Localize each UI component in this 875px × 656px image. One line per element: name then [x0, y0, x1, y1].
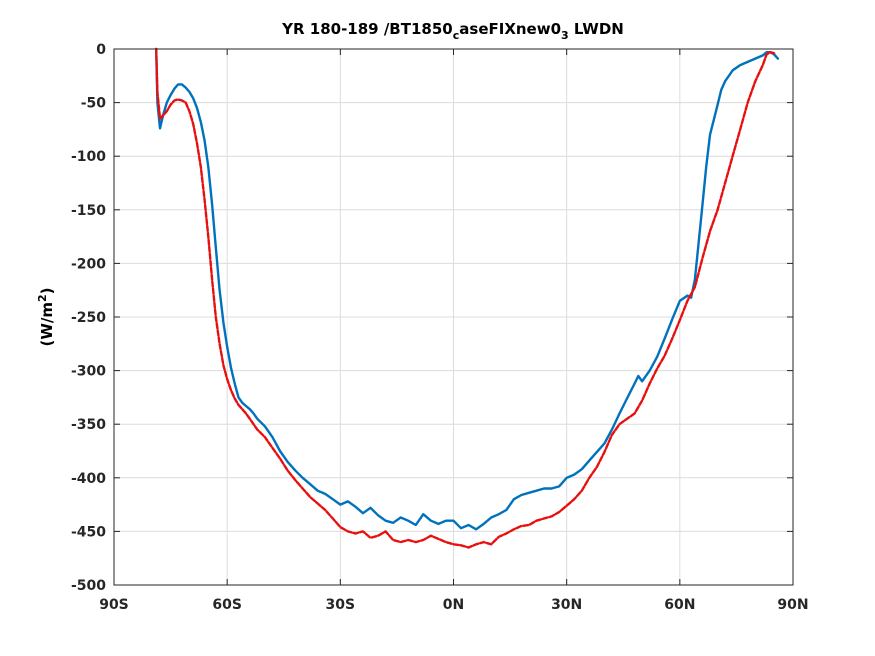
y-axis-label-base: (W/m — [38, 302, 56, 347]
y-tick-label: -350 — [71, 417, 106, 433]
x-tick-label: 30S — [326, 597, 356, 613]
title-part-2: aseFIXnew0 — [459, 20, 561, 38]
y-axis-label-superscript: 2 — [36, 294, 49, 302]
x-tick-label: 90N — [777, 597, 808, 613]
series-line-1 — [154, 47, 780, 531]
x-tick-label: 60S — [212, 597, 242, 613]
y-tick-label: -100 — [71, 149, 106, 165]
y-tick-label: -200 — [71, 256, 106, 272]
title-part-1: YR 180-189 /BT1850 — [281, 20, 453, 38]
x-tick-label: 60N — [664, 597, 695, 613]
title-part-3: LWDN — [569, 20, 624, 38]
y-tick-label: -50 — [81, 96, 107, 112]
title-subscript-1: c — [453, 29, 460, 42]
y-tick-label: -500 — [71, 578, 106, 594]
ticks: 90S 60S 30S 0N 30N 60N 90N 0 -50 -100 -150 -200 -250… — [71, 42, 809, 613]
series-group — [154, 47, 780, 549]
y-axis-label-close: ) — [38, 287, 56, 294]
y-tick-label: 0 — [96, 42, 106, 58]
x-tick-label: 0N — [443, 597, 464, 613]
x-tick-label: 30N — [551, 597, 582, 613]
y-tick-label: -300 — [71, 364, 106, 380]
chart-title: YR 180-189 /BT1850caseFIXnew03 LWDN — [281, 20, 624, 42]
y-tick-label: -450 — [71, 524, 106, 540]
series-line-2 — [154, 47, 776, 549]
y-axis-label: (W/m2) — [36, 287, 56, 346]
x-tick-label: 90S — [99, 597, 129, 613]
y-tick-label: -400 — [71, 471, 106, 487]
y-tick-label: -150 — [71, 203, 106, 219]
y-tick-label: -250 — [71, 310, 106, 326]
title-subscript-2: 3 — [561, 29, 569, 42]
